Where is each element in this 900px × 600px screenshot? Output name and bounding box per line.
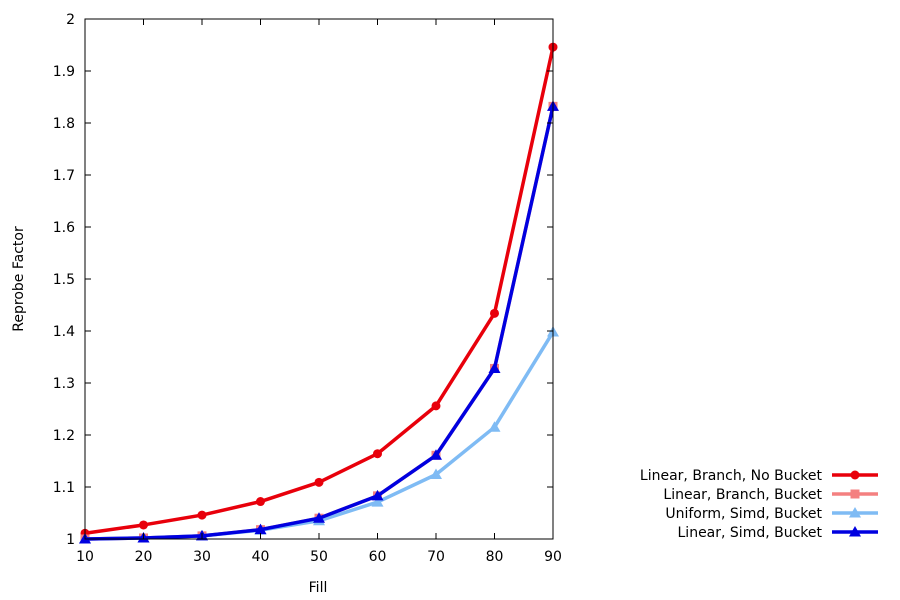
series-0: [80, 42, 558, 538]
legend-label: Linear, Simd, Bucket: [678, 525, 823, 541]
series-line: [84, 105, 555, 541]
legend-label: Linear, Branch, No Bucket: [640, 468, 823, 484]
series-layer: [79, 42, 559, 544]
y-tick-label: 1.8: [53, 116, 75, 132]
data-point: [490, 308, 499, 318]
axes: 10 20 30 40 50 60 70 80 90 1 1.1 1.2 1.3 1.4 1.5 1.6 1.7…: [53, 12, 562, 565]
y-tick-label: 1.6: [53, 220, 75, 236]
data-point: [430, 468, 442, 480]
series-line: [84, 46, 555, 536]
x-axis-label: Fill: [309, 580, 328, 596]
series-1: [80, 101, 558, 544]
legend-swatch-marker: [850, 489, 860, 499]
legend-item-0: Linear, Branch, No Bucket: [640, 468, 878, 484]
x-tick-label: 10: [76, 549, 94, 565]
y-tick-label: 1.3: [53, 376, 75, 392]
legend-item-3: Linear, Simd, Bucket: [678, 525, 878, 541]
data-point: [197, 510, 207, 520]
data-point: [431, 401, 441, 411]
data-point: [430, 449, 442, 460]
x-tick-label: 40: [252, 549, 270, 565]
legend-label: Uniform, Simd, Bucket: [665, 506, 822, 522]
y-tick-label: 1: [66, 532, 75, 548]
legend-item-2: Uniform, Simd, Bucket: [665, 506, 878, 522]
data-point: [371, 496, 384, 507]
x-tick-label: 90: [544, 549, 562, 565]
data-point: [256, 497, 265, 507]
data-point: [488, 362, 501, 373]
x-tick-label: 80: [486, 549, 504, 565]
x-tick-label: 20: [135, 549, 153, 565]
legend-swatch-marker: [849, 507, 861, 518]
series-2: [79, 326, 559, 544]
x-tick-label: 60: [369, 549, 387, 565]
y-tick-label: 1.1: [53, 480, 75, 496]
x-tick-label: 30: [193, 549, 211, 565]
legend-label: Linear, Branch, Bucket: [663, 487, 822, 503]
data-point: [488, 421, 501, 432]
data-point: [373, 449, 382, 459]
data-point: [371, 489, 384, 501]
y-tick-label: 1.5: [53, 272, 75, 288]
data-point: [314, 477, 324, 487]
y-tick-label: 1.9: [53, 64, 75, 80]
series-line: [84, 331, 555, 541]
x-tick-label: 70: [427, 549, 445, 565]
y-tick-label: 1.2: [53, 428, 75, 444]
legend-swatch-marker: [849, 526, 861, 537]
legend: Linear, Branch, No Bucket Linear, Branch,…: [640, 468, 878, 541]
legend-item-1: Linear, Branch, Bucket: [663, 487, 878, 503]
y-tick-label: 1.4: [53, 324, 75, 340]
data-point: [313, 512, 325, 523]
data-point: [254, 523, 267, 535]
y-tick-label: 1.7: [53, 168, 75, 184]
x-tick-label: 50: [310, 549, 328, 565]
plot-frame: [84, 18, 554, 540]
y-tick-label: 2: [66, 12, 75, 28]
y-axis-label: Reprobe Factor: [11, 226, 27, 332]
legend-swatch-marker: [850, 470, 860, 480]
series-line: [84, 105, 555, 541]
data-point: [139, 520, 148, 530]
